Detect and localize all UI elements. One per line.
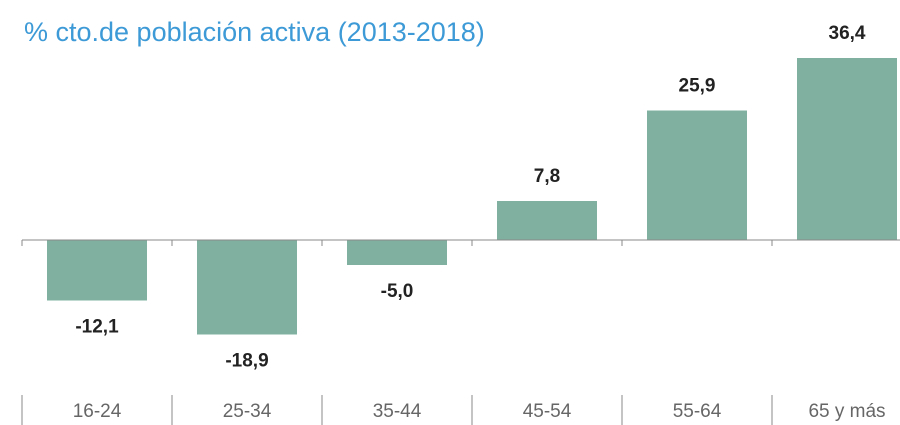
value-label: -18,9	[225, 351, 268, 372]
chart-title: % cto.de población activa (2013-2018)	[24, 17, 485, 47]
value-label: 25,9	[679, 76, 716, 97]
value-label: -5,0	[381, 281, 414, 302]
x-tick-label: 35-44	[373, 401, 422, 422]
bar	[797, 58, 897, 240]
x-tick-label: 55-64	[673, 401, 722, 422]
value-label: -12,1	[75, 317, 119, 338]
bar	[497, 201, 597, 240]
x-tick-label: 25-34	[223, 401, 272, 422]
bar	[347, 240, 447, 265]
x-tick-label: 16-24	[73, 401, 122, 422]
bar	[647, 110, 747, 240]
bar	[197, 240, 297, 335]
value-label: 36,4	[829, 23, 866, 44]
x-tick-label: 45-54	[523, 401, 572, 422]
value-label: 7,8	[534, 166, 560, 187]
bar	[47, 240, 147, 301]
x-tick-label: 65 y más	[808, 401, 885, 422]
